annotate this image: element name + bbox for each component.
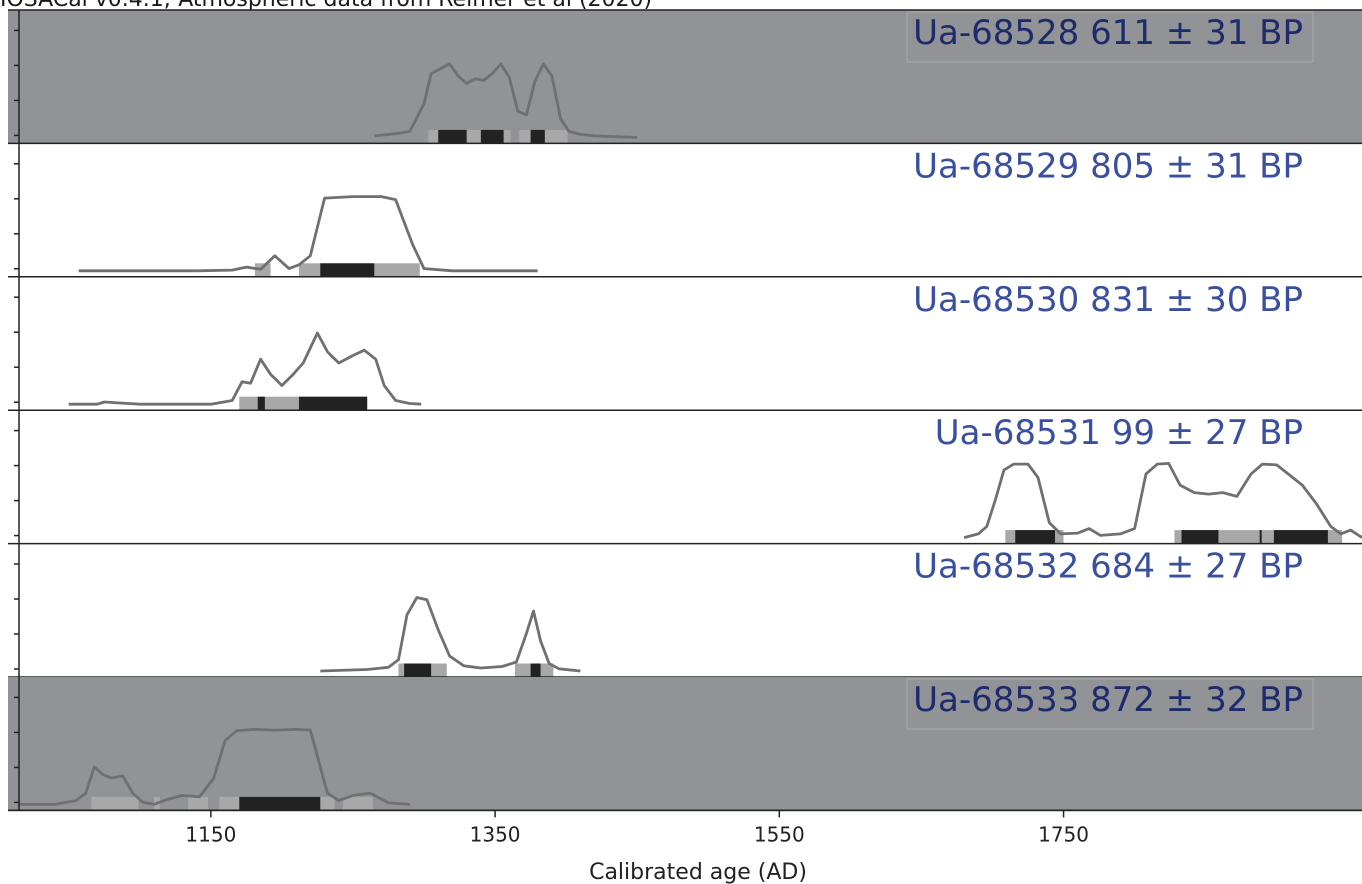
panel-0: Ua-68528 611 ± 31 BP (8, 10, 1362, 145)
hpd95-bar (91, 796, 139, 810)
hpd68-bar (320, 263, 375, 277)
hpd68-bar (480, 129, 504, 143)
hpd68-bar (530, 129, 545, 143)
probability-curve (78, 195, 538, 273)
hpd68-bar (257, 396, 265, 410)
series-label: Ua-68531 99 ± 27 BP (935, 413, 1303, 453)
hpd68-bar (438, 129, 467, 143)
hpd68-bar (298, 396, 368, 410)
probability-curve (374, 62, 638, 139)
panel-3: Ua-68531 99 ± 27 BP (8, 413, 1362, 545)
panel-2: Ua-68530 831 ± 30 BP (8, 280, 1362, 411)
x-tick-label: 1150 (185, 822, 236, 846)
x-tick-label: 1550 (754, 822, 805, 846)
series-label: Ua-68528 611 ± 31 BP (913, 13, 1303, 53)
x-axis-label: Calibrated age (AD) (589, 860, 807, 884)
label-frame (906, 11, 1314, 63)
panel-4: Ua-68532 684 ± 27 BP (8, 547, 1362, 678)
series-label: Ua-68530 831 ± 30 BP (913, 280, 1303, 320)
hpd68-bar (1181, 530, 1219, 544)
panel-background (8, 10, 1362, 144)
hpd95-bar (343, 796, 373, 810)
probability-curve (320, 596, 581, 673)
panel-1: Ua-68529 805 ± 31 BP (8, 146, 1362, 278)
x-tick-label: 1350 (470, 822, 521, 846)
hpd68-bar (1273, 530, 1328, 544)
x-tick-label: 1750 (1038, 822, 1089, 846)
probability-curve (19, 728, 410, 806)
series-label: Ua-68529 805 ± 31 BP (913, 146, 1303, 186)
panel-background (8, 677, 1362, 811)
hpd95-bar (188, 796, 209, 810)
probability-curve (963, 461, 1362, 539)
hpd68-bar (239, 796, 321, 810)
series-label: Ua-68533 872 ± 32 BP (913, 680, 1303, 720)
panel-5: Ua-68533 872 ± 32 BP (8, 677, 1362, 812)
hpd68-bar (1015, 530, 1056, 544)
label-frame (906, 678, 1314, 730)
hpd95-bar (254, 263, 271, 277)
hpd68-bar (1259, 530, 1262, 544)
chart-caption: IOSACal v0.4.1; Atmospheric data from Re… (0, 0, 661, 12)
hpd68-bar (404, 663, 432, 677)
probability-curve (68, 331, 422, 406)
series-label: Ua-68532 684 ± 27 BP (913, 547, 1303, 587)
hpd68-bar (530, 663, 541, 677)
